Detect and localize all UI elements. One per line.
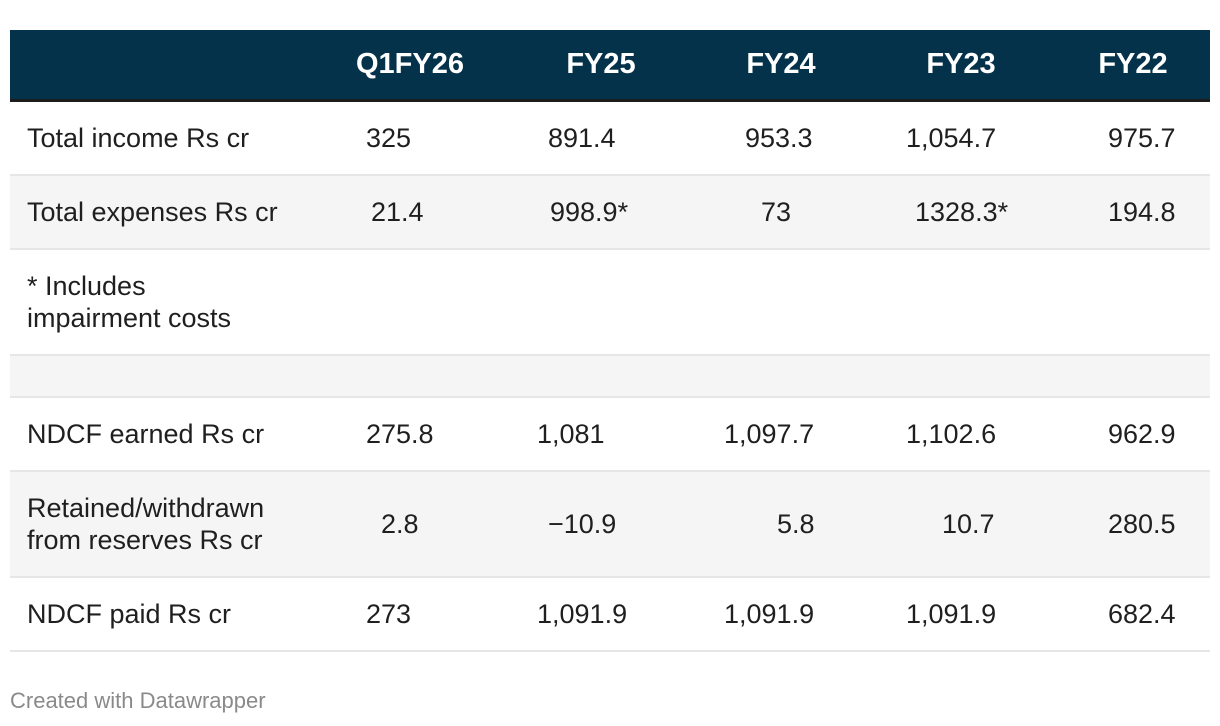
table-cell: 1,102.6 bbox=[906, 418, 997, 449]
row-label: NDCF paid Rs cr bbox=[27, 599, 232, 629]
table-row: Retained/withdrawn from reserves Rs cr 2.… bbox=[10, 472, 1210, 578]
table-cell: 2.8 bbox=[381, 508, 419, 539]
table-cell: 975.7 bbox=[1108, 122, 1176, 153]
table-cell: 1,081 bbox=[537, 418, 605, 449]
row-label: Total income Rs cr bbox=[27, 123, 250, 153]
column-header: Q1FY26 bbox=[356, 48, 464, 80]
column-header: FY24 bbox=[746, 48, 816, 80]
row-label: Total expenses Rs cr bbox=[27, 197, 278, 227]
table-cell: 891.4 bbox=[548, 122, 616, 153]
table-cell: 682.4 bbox=[1108, 598, 1176, 629]
table-cell: 275.8 bbox=[366, 418, 434, 449]
table-cell: 73 bbox=[761, 196, 792, 227]
column-header: FY25 bbox=[566, 48, 636, 80]
row-label: * Includes impairment costs bbox=[27, 271, 232, 333]
table-cell: 962.9 bbox=[1108, 418, 1176, 449]
table-cell: 5.8 bbox=[777, 508, 815, 539]
table-cell: 1,097.7 bbox=[724, 418, 815, 449]
table-cell: 1,091.9 bbox=[906, 598, 997, 629]
table-cell: 280.5 bbox=[1108, 508, 1176, 539]
table-row: Total expenses Rs cr 21.4 998.9* 73 1328.3* 1… bbox=[10, 176, 1210, 250]
table-cell: 325 bbox=[366, 122, 412, 153]
table-cell: 194.8 bbox=[1108, 196, 1176, 227]
table-cell: 21.4 bbox=[371, 196, 424, 227]
row-label bbox=[27, 356, 327, 396]
table-cell: 1,054.7 bbox=[906, 122, 997, 153]
table-cell: 1,091.9 bbox=[537, 598, 628, 629]
data-table: Q1FY26 FY25 FY24 FY23 FY22 Total income Rs cr… bbox=[10, 30, 1210, 652]
row-label: Retained/withdrawn from reserves Rs cr bbox=[27, 493, 265, 555]
table-cell: 998.9* bbox=[550, 196, 629, 227]
table-header-row: Q1FY26 FY25 FY24 FY23 FY22 bbox=[10, 30, 1210, 102]
table-cell: −10.9 bbox=[548, 508, 617, 539]
table-cell: 1328.3* bbox=[915, 196, 1009, 227]
datawrapper-credit: Created with Datawrapper bbox=[10, 688, 266, 713]
table-cell: 1,091.9 bbox=[724, 598, 815, 629]
table-cell: 953.3 bbox=[745, 122, 813, 153]
row-label: NDCF earned Rs cr bbox=[27, 419, 265, 449]
table-cell: 10.7 bbox=[942, 508, 995, 539]
table-row bbox=[10, 356, 1210, 398]
table-row: Total income Rs cr 325 891.4 953.3 1,054.7 97… bbox=[10, 102, 1210, 176]
table-cell: 273 bbox=[366, 598, 412, 629]
table-row: NDCF earned Rs cr 275.8 1,081 1,097.7 1,102.… bbox=[10, 398, 1210, 472]
table-row: * Includes impairment costs bbox=[10, 250, 1210, 356]
column-header: FY22 bbox=[1098, 48, 1168, 80]
table-row: NDCF paid Rs cr 273 1,091.9 1,091.9 1,091.9 6… bbox=[10, 578, 1210, 652]
column-header: FY23 bbox=[926, 48, 996, 80]
